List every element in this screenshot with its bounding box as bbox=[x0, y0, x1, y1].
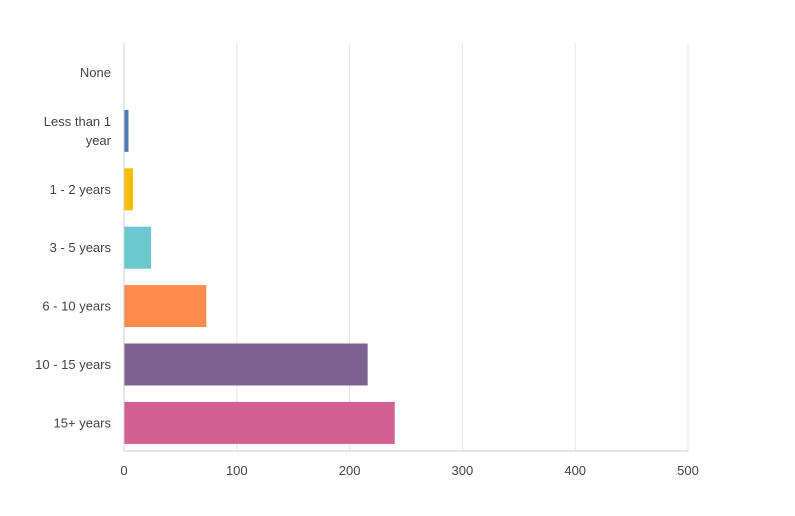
category-label: 3 - 5 years bbox=[50, 240, 112, 255]
category-label: year bbox=[86, 133, 112, 148]
category-label: None bbox=[80, 65, 111, 80]
category-labels: None Less than 1 year 1 - 2 years 3 - 5 year… bbox=[35, 65, 112, 430]
x-tick-label: 300 bbox=[452, 463, 474, 478]
category-label: 1 - 2 years bbox=[50, 182, 112, 197]
x-axis-tick-labels: 0 100 200 300 400 500 bbox=[120, 463, 698, 478]
bar bbox=[124, 226, 152, 269]
category-label: Less than 1 bbox=[44, 114, 111, 129]
bar bbox=[124, 343, 368, 386]
category-label: 15+ years bbox=[54, 415, 112, 430]
x-tick-label: 500 bbox=[677, 463, 699, 478]
category-label: 6 - 10 years bbox=[42, 299, 111, 314]
gridlines bbox=[236, 43, 689, 451]
bars bbox=[124, 109, 395, 444]
x-tick-label: 100 bbox=[226, 463, 248, 478]
bar bbox=[124, 401, 395, 444]
x-tick-label: 400 bbox=[564, 463, 586, 478]
category-label: 10 - 15 years bbox=[35, 357, 111, 372]
bar bbox=[124, 168, 134, 211]
x-tick-label: 200 bbox=[339, 463, 361, 478]
bar bbox=[124, 285, 207, 328]
x-tick-label: 0 bbox=[120, 463, 127, 478]
bar bbox=[124, 109, 129, 152]
